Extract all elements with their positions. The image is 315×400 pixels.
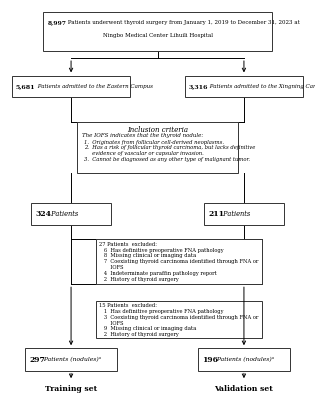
- FancyBboxPatch shape: [25, 348, 117, 371]
- FancyBboxPatch shape: [31, 202, 111, 225]
- Text: 211: 211: [209, 210, 224, 218]
- Text: 3,316: 3,316: [188, 84, 208, 89]
- Text: Ningbo Medical Center Lihuili Hospital: Ningbo Medical Center Lihuili Hospital: [102, 33, 213, 38]
- FancyBboxPatch shape: [96, 301, 262, 338]
- Text: Training set: Training set: [45, 385, 97, 393]
- FancyBboxPatch shape: [185, 76, 303, 97]
- Text: Patients (nodules)ᵃ: Patients (nodules)ᵃ: [215, 357, 274, 362]
- Text: 297: 297: [29, 356, 45, 364]
- Text: 15 Patients  excluded:
   1  Has definitive preoperative FNA pathology
   3  Coe: 15 Patients excluded: 1 Has definitive p…: [100, 303, 259, 337]
- Text: Patients: Patients: [49, 210, 78, 218]
- Text: 1.  Originates from follicular cell-derived neoplasms.
2.  Has a risk of follicu: 1. Originates from follicular cell-deriv…: [84, 140, 255, 162]
- Text: 5,681: 5,681: [15, 84, 35, 89]
- Text: Inclusion criteria: Inclusion criteria: [127, 126, 188, 134]
- Text: 27 Patients  excluded:
   6  Has definitive preoperative FNA pathology
   8  Mis: 27 Patients excluded: 6 Has definitive p…: [100, 242, 259, 282]
- Text: Patients admitted to the Eastern Campus: Patients admitted to the Eastern Campus: [36, 84, 152, 89]
- FancyBboxPatch shape: [43, 12, 272, 51]
- FancyBboxPatch shape: [198, 348, 290, 371]
- Text: 8,997: 8,997: [48, 20, 67, 25]
- Text: 324: 324: [36, 210, 52, 218]
- Text: Patients admitted to the Xingning Campus: Patients admitted to the Xingning Campus: [209, 84, 315, 89]
- FancyBboxPatch shape: [96, 239, 262, 284]
- Text: Patients underwent thyroid surgery from January 1, 2019 to December 31, 2023 at: Patients underwent thyroid surgery from …: [66, 20, 300, 25]
- FancyBboxPatch shape: [12, 76, 130, 97]
- FancyBboxPatch shape: [77, 122, 238, 172]
- Text: Validation set: Validation set: [215, 385, 273, 393]
- Text: The IOFS indicates that the thyroid nodule:: The IOFS indicates that the thyroid nodu…: [82, 132, 203, 138]
- Text: 196: 196: [202, 356, 218, 364]
- Text: Patients (nodules)ᵃ: Patients (nodules)ᵃ: [42, 357, 101, 362]
- Text: Patients: Patients: [221, 210, 251, 218]
- FancyBboxPatch shape: [204, 202, 284, 225]
